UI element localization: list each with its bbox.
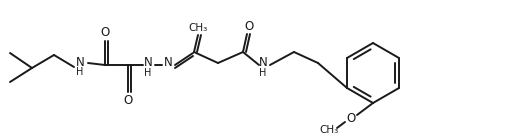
Text: O: O [346, 112, 356, 125]
Text: O: O [244, 19, 253, 32]
Text: O: O [124, 93, 133, 106]
Text: H: H [144, 68, 152, 78]
Text: N: N [164, 56, 172, 69]
Text: O: O [100, 26, 110, 39]
Text: N: N [144, 56, 153, 69]
Text: CH₃: CH₃ [188, 23, 208, 33]
Text: H: H [259, 68, 267, 78]
Text: H: H [77, 67, 83, 77]
Text: CH₃: CH₃ [319, 125, 338, 135]
Text: N: N [76, 56, 84, 69]
Text: N: N [259, 56, 267, 69]
